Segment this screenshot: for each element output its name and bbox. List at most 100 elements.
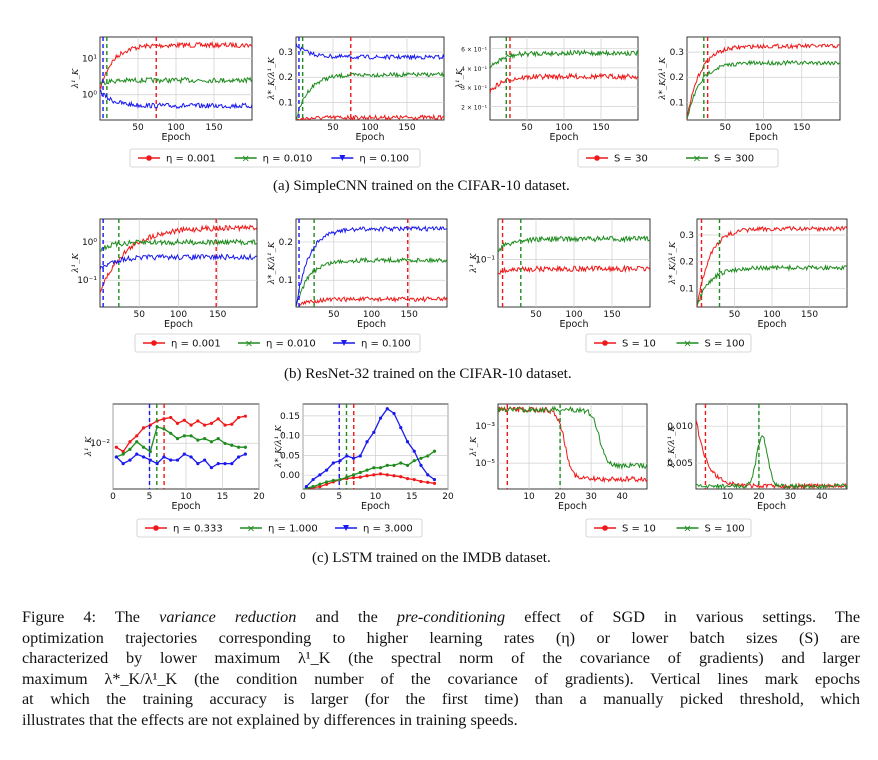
x-tick-label: 0	[300, 492, 306, 502]
data-point	[121, 461, 125, 466]
y-tick-label: 6 × 10⁻¹	[461, 47, 487, 54]
series-line-blue	[296, 42, 444, 61]
x-axis-label: Epoch	[757, 319, 786, 330]
legend-label: η = 0.001	[166, 154, 216, 165]
legend-marker	[153, 525, 159, 531]
data-point	[426, 473, 430, 477]
series-line-red	[687, 42, 840, 120]
x-tick-label: 5	[147, 492, 153, 502]
data-point	[412, 449, 416, 453]
x-tick-label: 50	[134, 310, 146, 320]
y-axis-label: λ¹_K	[469, 253, 479, 274]
data-point	[128, 458, 132, 462]
data-point	[243, 452, 247, 456]
data-point	[392, 474, 396, 478]
y-tick-label: 0.3	[680, 231, 694, 241]
x-tick-label: 100	[755, 123, 772, 133]
data-point	[372, 466, 376, 470]
legend-label: S = 300	[714, 154, 754, 165]
x-tick-label: 150	[793, 123, 810, 133]
data-point	[223, 441, 227, 446]
legend: S = 30 × S = 300	[577, 148, 779, 168]
data-point	[182, 452, 186, 456]
data-point	[162, 455, 166, 459]
y-tick-label: 2 × 10⁻¹	[461, 104, 487, 111]
legend-marker: ×	[241, 154, 249, 165]
data-point	[405, 440, 410, 444]
panel-a1: 50 100 150 10⁰ 10¹ Epoch λ¹_K	[71, 36, 253, 143]
x-tick-label: 100	[565, 310, 582, 320]
data-point	[432, 481, 437, 485]
data-point	[311, 485, 315, 489]
data-point	[399, 426, 403, 430]
legend: S = 10 × S = 100	[585, 333, 752, 353]
panel-b3: 50 100 150 10⁻¹ Epoch λ¹_K	[469, 218, 651, 330]
panel-b2: 50 100 150 0.1 0.2 Epoch λ*_K/λ¹_K	[267, 218, 448, 330]
series-line-green	[296, 71, 444, 120]
x-tick-label: 100	[555, 123, 572, 133]
x-axis-label: Epoch	[355, 132, 384, 143]
legend-marker: ×	[247, 524, 255, 535]
x-tick-label: 10	[370, 492, 382, 502]
legend-label: η = 0.010	[266, 339, 316, 350]
y-axis-label: λ¹_K	[84, 436, 94, 457]
caption-line-3: characterized by lower maximum λ¹_K (the…	[22, 649, 860, 667]
data-point	[358, 454, 362, 458]
y-tick-label: 0.1	[279, 276, 293, 286]
data-point	[351, 456, 356, 460]
y-axis-label: λ*_K/λ¹_K	[667, 425, 677, 469]
legend-label: S = 10	[622, 339, 656, 350]
y-axis-label: λ*_K/λ¹_K	[267, 241, 277, 285]
data-point	[230, 443, 234, 447]
series-line-green	[100, 76, 252, 85]
caption-variance-reduction: variance reduction	[159, 608, 297, 626]
data-point	[196, 461, 200, 466]
data-point	[209, 440, 214, 444]
legend-marker	[146, 155, 152, 161]
y-tick-label: 10⁻¹	[77, 276, 97, 286]
subcaption-b: (b) ResNet-32 trained on the CIFAR-10 da…	[284, 366, 572, 382]
panel-c1: 0 5 10 15 20 10⁻² Epoch λ¹_K	[84, 403, 265, 512]
x-axis-label: Epoch	[749, 132, 778, 143]
x-axis-label: Epoch	[549, 132, 578, 143]
legend: η = 0.001 × η = 0.010 η = 0.100	[134, 333, 421, 353]
legend-label: S = 100	[705, 339, 745, 350]
caption-intro: The	[114, 608, 140, 626]
data-point	[175, 437, 180, 441]
data-point	[399, 475, 403, 479]
legend-marker: ×	[245, 339, 253, 350]
legend-label: η = 0.010	[263, 154, 313, 165]
y-tick-label: 10⁰	[82, 238, 97, 248]
data-point	[412, 477, 416, 482]
legend-marker	[594, 155, 600, 161]
x-tick-label: 100	[170, 310, 187, 320]
legend-label: η = 0.100	[359, 154, 409, 165]
legend-box	[585, 518, 752, 538]
x-tick-label: 50	[328, 310, 340, 320]
data-point	[385, 407, 389, 411]
x-tick-label: 150	[401, 310, 418, 320]
x-tick-label: 150	[398, 123, 415, 133]
legend-label: η = 0.333	[173, 524, 223, 535]
x-axis-label: Epoch	[559, 319, 588, 330]
legend-marker: ×	[683, 339, 691, 350]
y-tick-label: 10⁰	[82, 91, 97, 101]
data-point	[209, 466, 214, 470]
data-point	[196, 419, 200, 423]
series-line-green	[498, 234, 650, 253]
series-line-blue	[305, 407, 435, 488]
data-point	[169, 431, 173, 435]
x-tick-label: 20	[442, 492, 454, 502]
legend-label: η = 1.000	[268, 524, 318, 535]
legend-marker: ×	[693, 154, 701, 165]
y-tick-label: 10⁻¹	[475, 256, 495, 266]
y-tick-label: 0.3	[670, 48, 684, 58]
data-point	[175, 458, 180, 462]
data-point	[236, 455, 241, 459]
x-tick-label: 30	[585, 492, 597, 502]
x-tick-label: 0	[110, 492, 116, 502]
caption-and-the: and the	[315, 608, 378, 626]
data-point	[372, 473, 376, 477]
series-line-blue	[296, 225, 447, 306]
series-line-red	[498, 264, 650, 275]
